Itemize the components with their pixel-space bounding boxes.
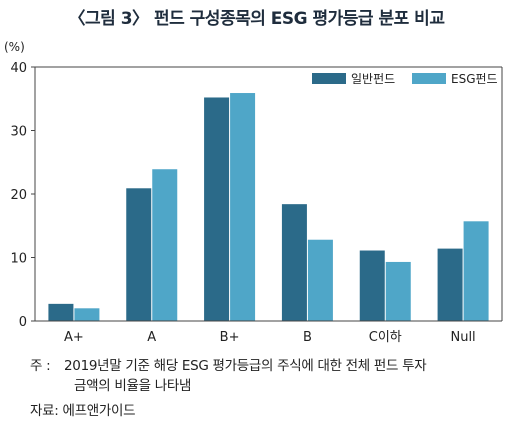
bar-series1-4: [359, 250, 385, 321]
y-tick-label: 10: [10, 252, 27, 267]
note-text-line1: 2019년말 기준 해당 ESG 평가등급의 주식에 대한 전체 펀드 투자: [64, 358, 427, 374]
bar-series1-0: [48, 303, 74, 321]
bar-series2-3: [307, 239, 333, 321]
bar-series1-5: [437, 248, 463, 321]
bar-series2-2: [230, 93, 256, 321]
bar-series2-0: [74, 308, 100, 321]
x-tick-label: B: [303, 330, 312, 345]
x-tick-label: B+: [220, 330, 240, 345]
bar-series2-5: [463, 221, 489, 321]
legend-swatch-series1: [312, 73, 346, 84]
legend-swatch-series2: [412, 73, 446, 84]
bar-series1-3: [281, 204, 307, 321]
bar-series1-1: [126, 188, 152, 321]
bar-series2-4: [385, 261, 411, 321]
note-text-line2: 금액의 비율을 나타냄: [74, 378, 192, 394]
bar-series2-1: [152, 169, 178, 321]
legend-label-series2: ESG펀드: [451, 72, 498, 86]
note-label: 주 :: [30, 358, 51, 374]
x-tick-label: A+: [64, 330, 84, 345]
x-tick-label: A: [147, 330, 156, 345]
y-unit-label: (%): [4, 40, 25, 54]
y-tick-label: 40: [10, 61, 27, 76]
chart-title: 〈그림 3〉 펀드 구성종목의 ESG 평가등급 분포 비교: [68, 9, 445, 29]
x-tick-label: C이하: [369, 330, 402, 345]
y-tick-label: 0: [19, 315, 27, 330]
bar-chart: (%) 0 10 20 30 40 A+ A B+ B C이하 Null 일반펀드 ESG펀드: [4, 40, 503, 345]
legend-label-series1: 일반펀드: [351, 72, 395, 86]
y-tick-label: 30: [10, 125, 27, 140]
y-tick-label: 20: [10, 188, 27, 203]
source-note: 자료: 에프앤가이드: [30, 403, 136, 419]
bar-series1-2: [204, 97, 230, 321]
x-tick-label: Null: [450, 330, 475, 345]
